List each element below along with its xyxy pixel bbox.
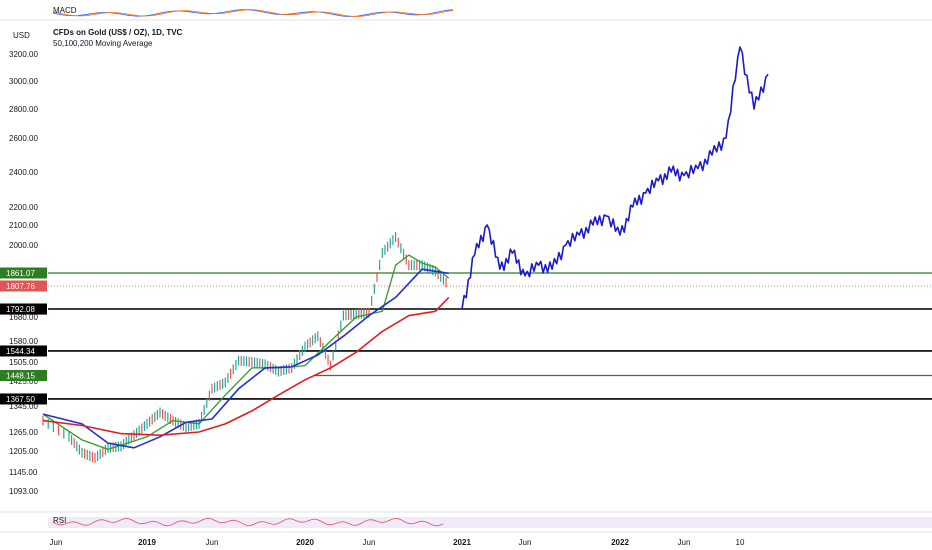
x-tick-label: 2020 [296,538,314,547]
x-tick-label: Jun [678,538,691,547]
macd-label: MACD [53,6,77,15]
x-tick-label: 2022 [611,538,629,547]
price-tag [0,267,47,279]
chart-title: CFDs on Gold (US$ / OZ), 1D, TVC [53,28,183,37]
y-tick-label: 2800.00 [9,105,38,114]
y-tick-label: 2200.00 [9,203,38,212]
rsi-label: RSI [53,516,67,525]
price-tag-label: 1448.15 [6,372,35,381]
x-tick-label: 2021 [453,538,471,547]
price-tag-label: 1544.34 [6,347,35,356]
y-tick-label: 3200.00 [9,50,38,59]
chart-subtitle: 50,100,200 Moving Average [53,39,153,48]
price-tag-label: 1792.08 [6,305,35,314]
x-tick-label: Jun [363,538,376,547]
x-tick-label: 10 [736,538,745,547]
y-tick-label: 2100.00 [9,221,38,230]
y-tick-label: 2600.00 [9,134,38,143]
y-tick-label: 2400.00 [9,168,38,177]
rsi-band [48,517,932,528]
price-tag [0,345,47,357]
y-tick-label: 1093.00 [9,487,38,496]
price-tag [0,393,47,405]
y-tick-label: 1425.00 [9,377,38,386]
macd-signal-line [52,9,454,17]
y-tick-label: 1145.00 [9,468,38,477]
price-tag-label: 1861.07 [6,269,35,278]
y-tick-label: 1265.00 [9,428,38,437]
rsi-line [52,517,444,527]
price-tag-label: 1807.76 [6,282,35,291]
y-tick-label: 3000.00 [9,77,38,86]
y-tick-label: 2000.00 [9,241,38,250]
y-tick-label: 1680.00 [9,313,38,322]
x-tick-label: Jun [50,538,63,547]
y-tick-label: 1345.00 [9,402,38,411]
y-tick-label: 1505.00 [9,358,38,367]
x-tick-label: 2019 [138,538,156,547]
x-tick-label: Jun [519,538,532,547]
ma200-line [42,296,450,436]
currency-label[interactable]: USD [13,31,30,40]
ma50-line [42,254,450,451]
x-tick-label: Jun [206,538,219,547]
y-tick-label: 1205.00 [9,447,38,456]
price-tag [0,280,47,292]
price-tag [0,370,47,382]
price-tag-label: 1367.50 [6,395,35,404]
price-tag [0,303,47,315]
ma100-line [42,268,449,449]
y-tick-label: 1580.00 [9,337,38,346]
macd-panel [48,4,448,18]
projection-line [461,46,769,310]
